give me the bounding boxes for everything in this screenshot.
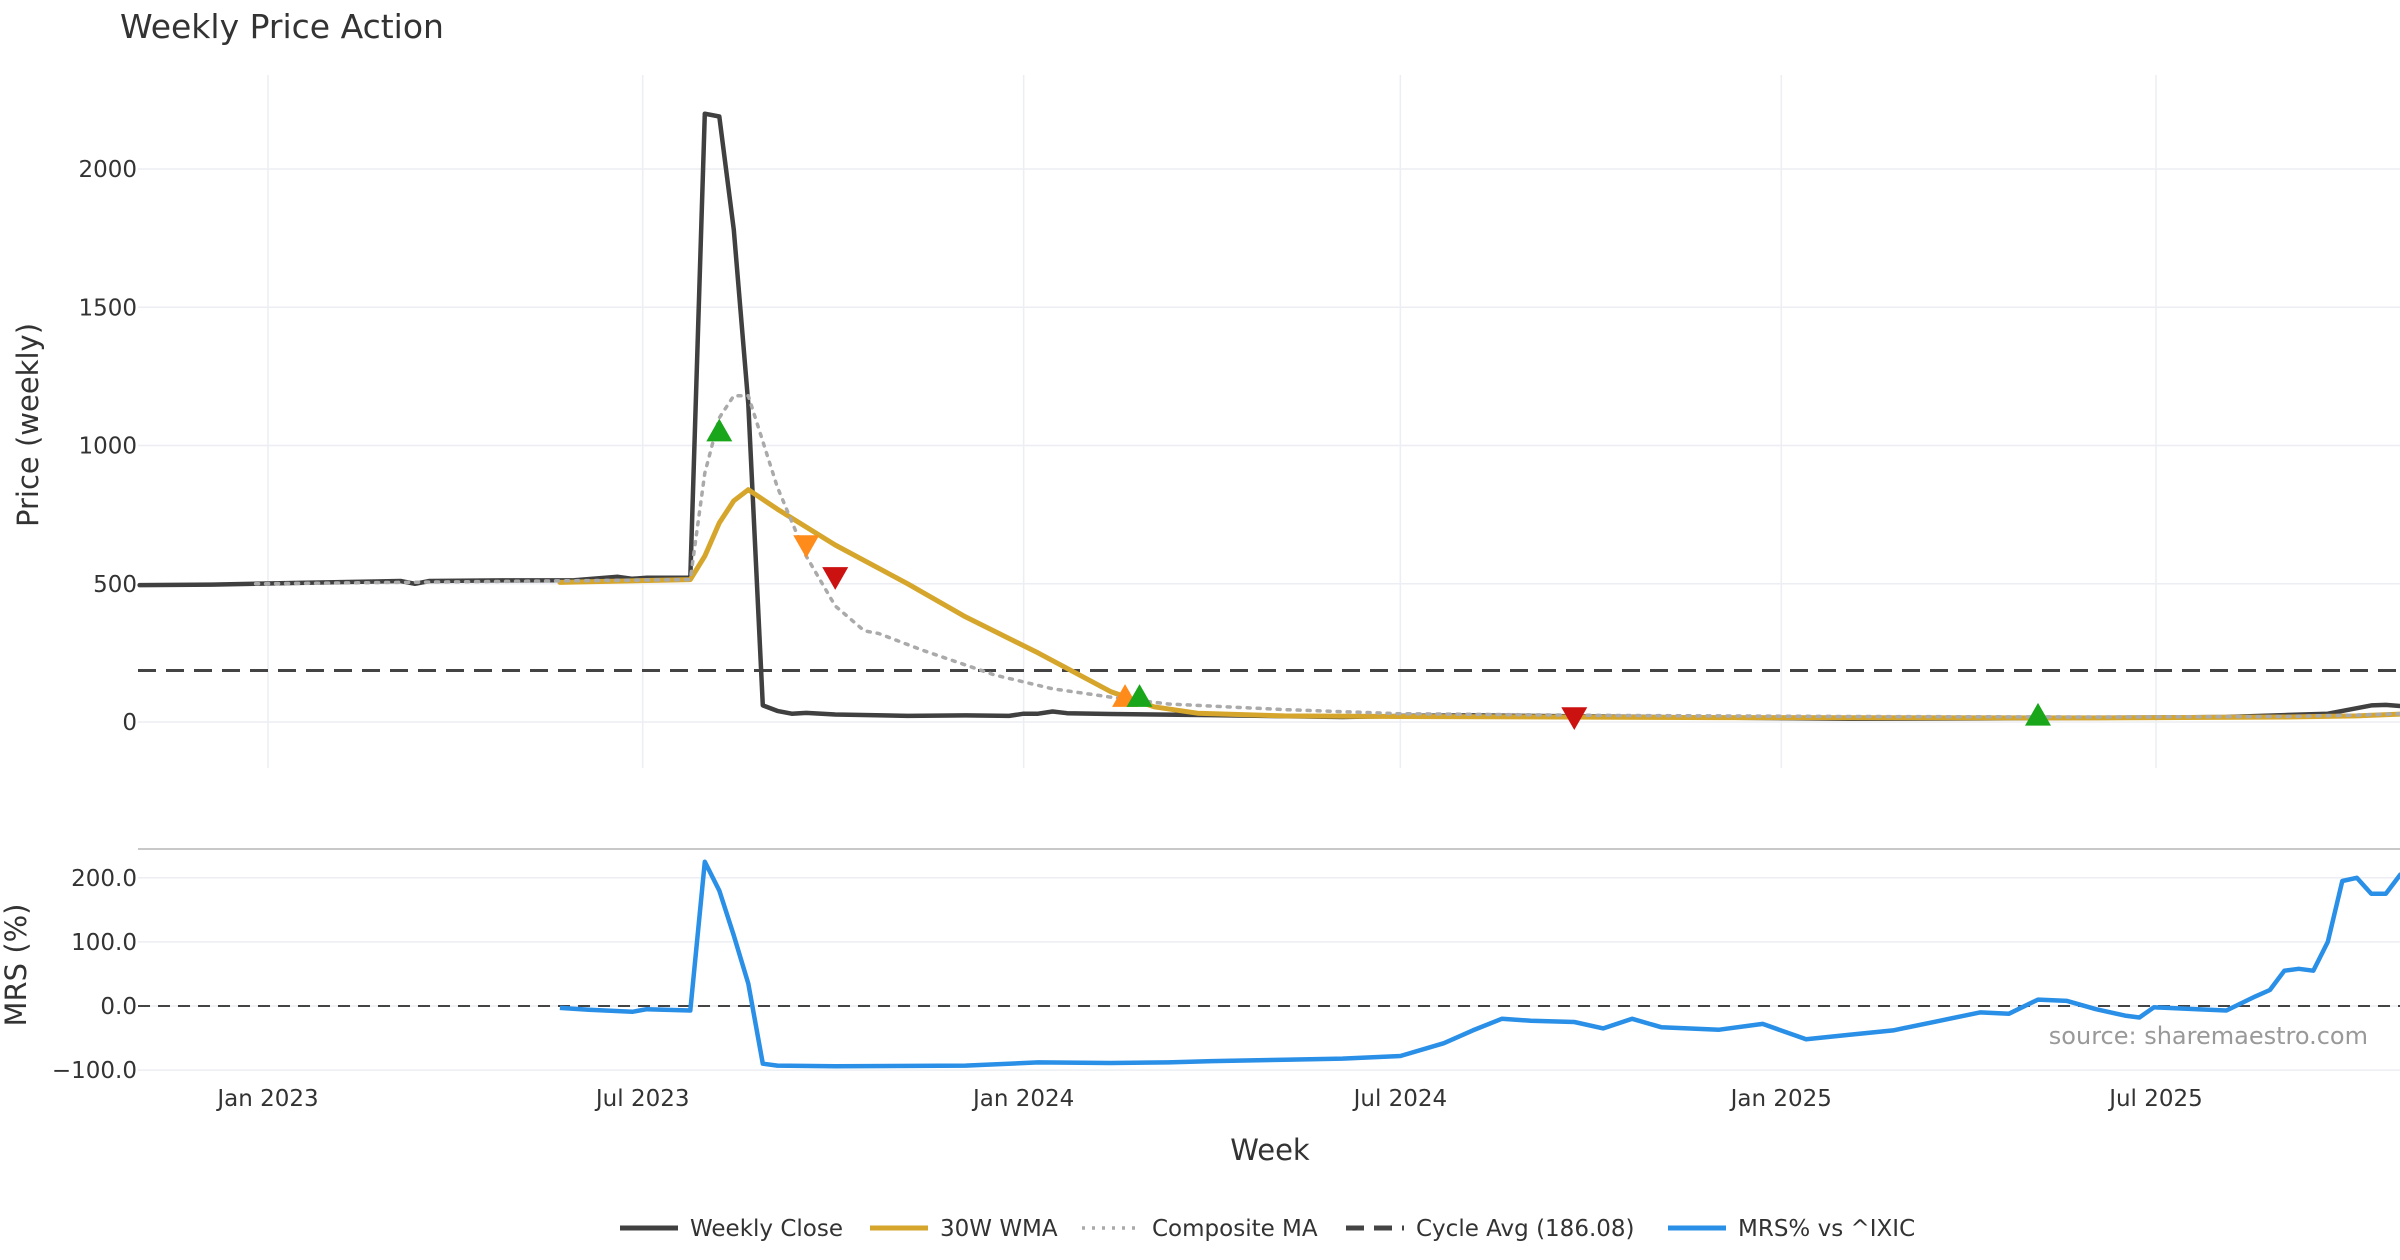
legend: Weekly Close 30W WMA Composite MA Cycle Avg… — [620, 1216, 1915, 1242]
x-tick-label: Jan 2024 — [971, 1086, 1074, 1112]
x-tick-label: Jul 2024 — [1352, 1086, 1448, 1112]
price-y-tick-label: 2000 — [78, 157, 137, 183]
legend-label-composite-ma: Composite MA — [1152, 1216, 1318, 1242]
price-y-tick-label: 1500 — [78, 295, 137, 321]
series-line-mrs-vs-ixic — [559, 859, 2400, 1069]
series-line-composite-ma — [253, 393, 2400, 719]
price-series — [137, 111, 2400, 721]
series-line-30w-wma — [557, 487, 2400, 721]
price-y-tick-label: 500 — [93, 572, 137, 598]
x-tick-label: Jul 2023 — [594, 1086, 690, 1112]
legend-label-cycle-avg-186-08: Cycle Avg (186.08) — [1416, 1216, 1635, 1242]
mrs-panel: MRS (%) −100.0 0.0 100.0 200.0 source: shar… — [0, 848, 2400, 1084]
x-tick-label: Jul 2025 — [2107, 1086, 2203, 1112]
mrs-series — [559, 859, 2400, 1069]
signal-marker-triangle-up — [2025, 702, 2051, 726]
x-axis-title: Week — [1230, 1133, 1310, 1167]
series-line-weekly-close — [137, 111, 2400, 721]
mrs-y-axis-title: MRS (%) — [0, 904, 33, 1027]
signal-marker-triangle-down — [1561, 707, 1588, 731]
price-y-tick-label: 1000 — [78, 434, 137, 460]
mrs-y-tick-label: 0.0 — [100, 994, 137, 1020]
legend-label-mrs-vs-ixic: MRS% vs ^IXIC — [1738, 1216, 1915, 1242]
mrs-y-tick-label: −100.0 — [52, 1058, 137, 1084]
signal-marker-triangle-up — [706, 418, 733, 442]
price-y-axis-title: Price (weekly) — [11, 323, 45, 527]
mrs-y-tick-label: 100.0 — [71, 930, 137, 956]
price-y-tick-label: 0 — [122, 710, 137, 736]
signal-marker-triangle-down — [793, 535, 820, 559]
chart-title: Weekly Price Action — [120, 7, 444, 46]
legend-label-30w-wma: 30W WMA — [940, 1216, 1058, 1242]
source-annotation: source: sharemaestro.com — [2049, 1022, 2368, 1050]
price-grid — [138, 75, 2400, 768]
signal-marker-triangle-down — [822, 567, 849, 590]
mrs-y-ticks: −100.0 0.0 100.0 200.0 — [52, 866, 137, 1084]
price-y-ticks: 0 500 1000 1500 2000 — [78, 157, 137, 736]
legend-label-weekly-close: Weekly Close — [690, 1216, 843, 1242]
price-panel: Price (weekly) 0 500 1000 1500 2000 — [11, 75, 2400, 768]
mrs-y-tick-label: 200.0 — [71, 866, 137, 892]
x-tick-label: Jan 2023 — [215, 1086, 318, 1112]
signal-marker-triangle-up — [1126, 684, 1153, 707]
price-markers — [706, 418, 2051, 731]
x-ticks: Jan 2023 Jul 2023 Jan 2024 Jul 2024 Jan 2025… — [215, 1086, 2202, 1112]
x-tick-label: Jan 2025 — [1729, 1086, 1832, 1112]
